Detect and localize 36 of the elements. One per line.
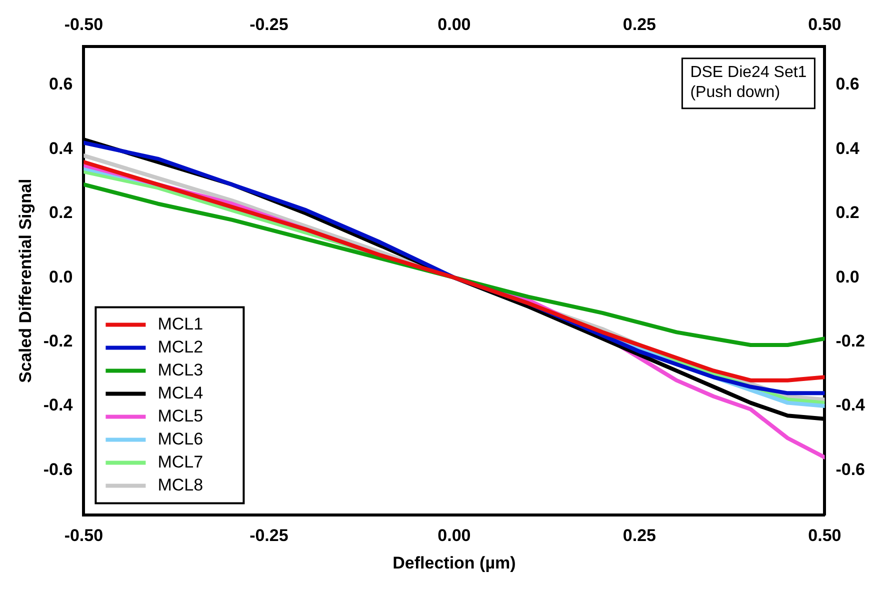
y-tick-label: 0.6 bbox=[49, 74, 73, 94]
legend-label: MCL6 bbox=[158, 429, 204, 448]
y-tick-label: 0.4 bbox=[49, 138, 74, 158]
y2-tick-label: 0.4 bbox=[836, 138, 860, 158]
y-tick-label: -0.6 bbox=[43, 460, 73, 479]
x-axis-title: Deflection (µm) bbox=[392, 553, 516, 572]
x2-tick-label: 0.50 bbox=[808, 526, 842, 546]
x-tick-label: 0.00 bbox=[438, 14, 471, 34]
legend-label: MCL1 bbox=[158, 314, 204, 334]
y-axis-title: Scaled Differential Signal bbox=[16, 178, 35, 383]
y-tick-label: 0.2 bbox=[49, 203, 73, 222]
legend-label: MCL8 bbox=[158, 475, 204, 494]
y-tick-label: 0.0 bbox=[49, 267, 73, 286]
y-tick-label: -0.4 bbox=[43, 396, 74, 415]
y2-tick-label: -0.2 bbox=[836, 331, 866, 350]
legend-label: MCL3 bbox=[158, 360, 204, 380]
x-tick-label: 0.25 bbox=[622, 14, 656, 34]
y2-tick-label: 0.2 bbox=[836, 203, 860, 222]
y2-tick-label: 0.0 bbox=[836, 267, 860, 286]
x-tick-label: -0.25 bbox=[250, 14, 288, 34]
legend-label: MCL7 bbox=[158, 452, 204, 472]
legend-label: MCL5 bbox=[158, 406, 204, 426]
y2-tick-label: 0.6 bbox=[836, 74, 860, 94]
annotation: DSE Die24 Set1 bbox=[690, 64, 807, 81]
x2-tick-label: 0.00 bbox=[438, 526, 471, 546]
y-tick-label: -0.2 bbox=[43, 331, 73, 350]
annotation: (Push down) bbox=[690, 84, 780, 101]
y2-tick-label: -0.4 bbox=[836, 396, 866, 415]
x-tick-label: -0.50 bbox=[64, 14, 104, 34]
legend-label: MCL4 bbox=[158, 383, 204, 402]
legend-label: MCL2 bbox=[158, 337, 204, 356]
x2-tick-label: -0.25 bbox=[250, 526, 288, 546]
x2-tick-label: -0.50 bbox=[64, 526, 104, 546]
x2-tick-label: 0.25 bbox=[622, 526, 656, 546]
x-tick-label: 0.50 bbox=[808, 14, 842, 34]
y2-tick-label: -0.6 bbox=[836, 460, 866, 479]
